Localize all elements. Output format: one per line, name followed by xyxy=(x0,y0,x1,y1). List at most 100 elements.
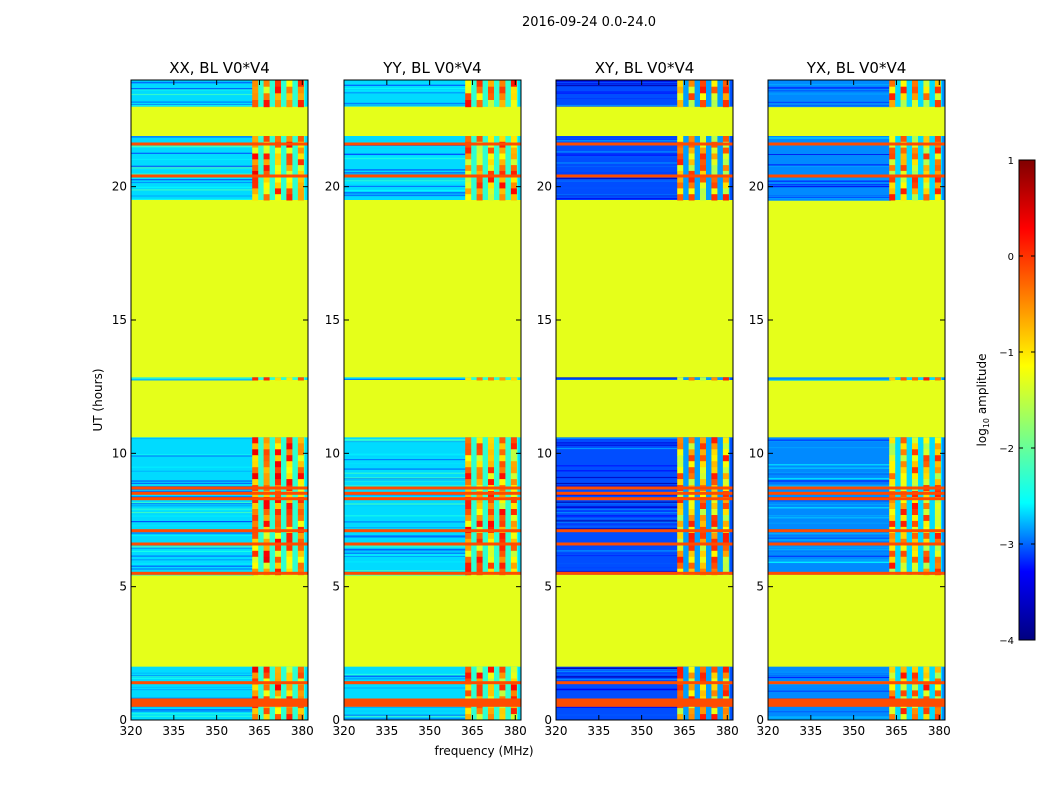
panel-yx: YX, BL V0*V4 0 5 10 15 20 320 335 350 365 380 xyxy=(749,59,951,738)
rfi-line xyxy=(131,698,308,702)
panel-title: XY, BL V0*V4 xyxy=(595,59,695,77)
data-block xyxy=(344,377,521,380)
y-tick-label: 10 xyxy=(325,446,340,460)
rfi-line xyxy=(768,571,945,575)
heatmap-yx xyxy=(768,80,945,720)
colorbar-tick-label: −1 xyxy=(999,348,1014,359)
rfi-line xyxy=(344,698,521,702)
rfi-line xyxy=(131,703,308,707)
x-tick-label: 365 xyxy=(461,724,484,738)
rfi-line xyxy=(131,529,308,533)
panel-frame xyxy=(130,79,309,721)
colorbar-tick-label: −2 xyxy=(999,444,1014,455)
rfi-line xyxy=(556,542,733,546)
x-tick-label: 320 xyxy=(120,724,143,738)
x-tick-label: 320 xyxy=(545,724,568,738)
rfi-line xyxy=(768,542,945,546)
y-tick-label: 5 xyxy=(544,580,552,594)
y-axis-label: UT (hours) xyxy=(91,368,105,431)
panel-frame xyxy=(343,79,522,721)
rfi-line xyxy=(131,542,308,546)
x-tick-label: 335 xyxy=(587,724,610,738)
rfi-line xyxy=(344,174,521,178)
rfi-line xyxy=(131,491,308,495)
x-tick-label: 335 xyxy=(162,724,185,738)
x-tick-label: 350 xyxy=(205,724,228,738)
rfi-line xyxy=(768,681,945,685)
rfi-line xyxy=(556,497,733,501)
panel-yy: YY, BL V0*V4 0 5 10 15 20 320 335 350 365 380 xyxy=(325,59,527,738)
x-tick-label: 380 xyxy=(504,724,527,738)
rfi-line xyxy=(344,703,521,707)
x-tick-label: 320 xyxy=(333,724,356,738)
colorbar-label: log10 amplitude xyxy=(975,354,991,447)
rfi-line xyxy=(344,571,521,575)
y-tick-label: 0 xyxy=(544,713,552,727)
rfi-line xyxy=(131,681,308,685)
x-tick-label: 380 xyxy=(716,724,739,738)
x-tick-label: 365 xyxy=(885,724,908,738)
rfi-line xyxy=(556,174,733,178)
y-tick-label: 10 xyxy=(537,446,552,460)
data-block xyxy=(768,377,945,380)
panel-frame xyxy=(767,79,946,721)
x-tick-label: 365 xyxy=(673,724,696,738)
x-tick-label: 320 xyxy=(757,724,780,738)
rfi-line xyxy=(556,703,733,707)
heatmap-yy xyxy=(344,80,521,720)
rfi-line xyxy=(131,486,308,490)
panel-frame xyxy=(555,79,734,721)
rfi-line xyxy=(131,174,308,178)
rfi-line xyxy=(344,542,521,546)
y-tick-label: 0 xyxy=(756,713,764,727)
rfi-line xyxy=(768,698,945,702)
rfi-line xyxy=(768,486,945,490)
rfi-line xyxy=(131,142,308,146)
colorbar-tick-label: −3 xyxy=(999,540,1014,551)
rfi-line xyxy=(768,703,945,707)
rfi-line xyxy=(768,142,945,146)
y-tick-label: 15 xyxy=(112,313,127,327)
rfi-line xyxy=(556,491,733,495)
colorbar-tick-label: −4 xyxy=(999,636,1014,647)
rfi-line xyxy=(556,571,733,575)
x-tick-label: 350 xyxy=(630,724,653,738)
rfi-line xyxy=(556,701,733,705)
rfi-line xyxy=(768,701,945,705)
heatmap-xy xyxy=(556,80,733,720)
rfi-line xyxy=(768,497,945,501)
y-tick-label: 0 xyxy=(332,713,340,727)
y-tick-label: 20 xyxy=(112,180,127,194)
y-tick-label: 15 xyxy=(537,313,552,327)
x-tick-label: 335 xyxy=(799,724,822,738)
rfi-line xyxy=(344,497,521,501)
x-axis-label: frequency (MHz) xyxy=(434,744,533,758)
figure-title: 2016-09-24 0.0-24.0 xyxy=(522,15,656,30)
rfi-line xyxy=(131,571,308,575)
rfi-line xyxy=(768,529,945,533)
colorbar-tick-label: 1 xyxy=(1008,156,1014,167)
x-tick-label: 350 xyxy=(418,724,441,738)
x-tick-label: 365 xyxy=(248,724,271,738)
y-tick-label: 20 xyxy=(537,180,552,194)
rfi-line xyxy=(131,497,308,501)
rfi-line xyxy=(344,486,521,490)
y-tick-label: 20 xyxy=(749,180,764,194)
rfi-line xyxy=(344,701,521,705)
rfi-line xyxy=(556,142,733,146)
y-tick-label: 15 xyxy=(749,313,764,327)
rfi-line xyxy=(344,681,521,685)
panel-xy: XY, BL V0*V4 0 5 10 15 20 320 335 350 365 380 xyxy=(537,59,739,738)
heatmap-xx xyxy=(131,80,308,720)
y-tick-label: 5 xyxy=(756,580,764,594)
rfi-line xyxy=(344,529,521,533)
rfi-line xyxy=(131,701,308,705)
y-tick-label: 10 xyxy=(749,446,764,460)
rfi-line xyxy=(344,142,521,146)
panel-title: XX, BL V0*V4 xyxy=(169,59,270,77)
y-tick-label: 5 xyxy=(119,580,127,594)
y-tick-label: 20 xyxy=(325,180,340,194)
rfi-line xyxy=(556,698,733,702)
